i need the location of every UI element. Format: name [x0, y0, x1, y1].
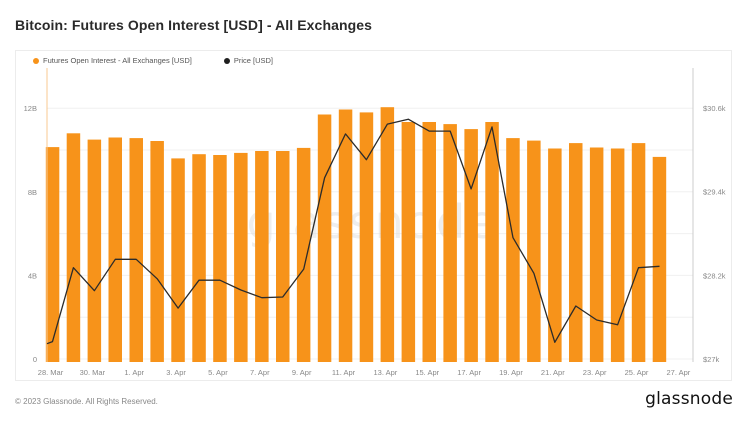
x-tick-label: 17. Apr [457, 368, 481, 377]
bar[interactable] [276, 151, 290, 362]
bar[interactable] [422, 122, 437, 362]
x-tick-label: 11. Apr [332, 368, 356, 377]
x-tick-label: 5. Apr [208, 368, 228, 377]
legend-label: Futures Open Interest - All Exchanges [U… [43, 56, 192, 65]
copyright-text: © 2023 Glassnode. All Rights Reserved. [15, 397, 158, 406]
bar[interactable] [296, 147, 311, 362]
y-tick-label: 0 [33, 355, 37, 364]
bar[interactable] [652, 156, 667, 362]
bar[interactable] [631, 143, 646, 362]
x-tick-label: 9. Apr [292, 368, 312, 377]
bar[interactable] [506, 138, 520, 362]
bar[interactable] [610, 148, 625, 363]
right-axis-labels: $27k $28.2k $29.4k $30.6k [703, 104, 726, 364]
bar[interactable] [150, 141, 164, 362]
bar[interactable] [569, 143, 583, 362]
bar[interactable] [485, 122, 499, 362]
left-axis-labels: 0 4B 8B 12B [24, 104, 37, 364]
price-line [46, 118, 660, 345]
y-tick-label: 8B [28, 188, 37, 197]
y2-tick-label: $29.4k [703, 188, 726, 197]
y2-tick-label: $28.2k [703, 271, 726, 280]
bar[interactable] [213, 155, 227, 362]
x-tick-label: 1. Apr [124, 368, 144, 377]
bar[interactable] [66, 133, 81, 362]
x-tick-label: 15. Apr [415, 368, 439, 377]
bar[interactable] [589, 147, 604, 363]
bar[interactable] [359, 112, 374, 363]
bar[interactable] [129, 138, 144, 362]
bar[interactable] [548, 148, 562, 363]
bar[interactable] [317, 114, 332, 363]
legend-item-price[interactable]: Price [USD] [223, 56, 274, 65]
bar[interactable] [401, 122, 416, 362]
bar[interactable] [108, 137, 123, 363]
y-tick-label: 4B [28, 271, 37, 280]
chart-legend: Futures Open Interest - All Exchanges [U… [33, 56, 273, 65]
legend-item-open-interest[interactable]: Futures Open Interest - All Exchanges [U… [33, 56, 192, 65]
bar[interactable] [464, 129, 478, 362]
x-tick-label: 7. Apr [250, 368, 270, 377]
x-tick-label: 28. Mar [38, 368, 64, 377]
orange-dot-icon [33, 57, 39, 64]
glassnode-logo: glassnode [645, 389, 733, 409]
y2-tick-label: $27k [703, 355, 720, 364]
bar[interactable] [234, 152, 248, 362]
x-tick-label: 25. Apr [625, 368, 649, 377]
x-tick-label: 13. Apr [373, 368, 397, 377]
chart-title: Bitcoin: Futures Open Interest [USD] - A… [15, 17, 373, 33]
bar[interactable] [338, 109, 353, 363]
x-tick-label: 3. Apr [166, 368, 186, 377]
bar-series [45, 107, 667, 363]
x-tick-label: 30. Mar [80, 368, 106, 377]
bar[interactable] [527, 140, 541, 362]
x-tick-label: 21. Apr [541, 368, 565, 377]
x-axis-labels: 28. Mar 30. Mar 1. Apr 3. Apr 5. Apr 7. Apr 9.… [38, 368, 691, 377]
black-dot-icon [223, 57, 230, 64]
bar[interactable] [87, 139, 102, 362]
bar[interactable] [171, 158, 185, 362]
x-tick-label: 23. Apr [583, 368, 607, 377]
bar[interactable] [380, 107, 395, 362]
bar[interactable] [443, 124, 457, 362]
bar[interactable] [192, 154, 206, 362]
y2-tick-label: $30.6k [703, 104, 726, 113]
y-tick-label: 12B [24, 104, 37, 113]
x-tick-label: 27. Apr [667, 368, 691, 377]
bar[interactable] [45, 147, 60, 362]
x-tick-label: 19. Apr [499, 368, 523, 377]
bar[interactable] [255, 151, 269, 362]
legend-label: Price [USD] [233, 56, 274, 65]
